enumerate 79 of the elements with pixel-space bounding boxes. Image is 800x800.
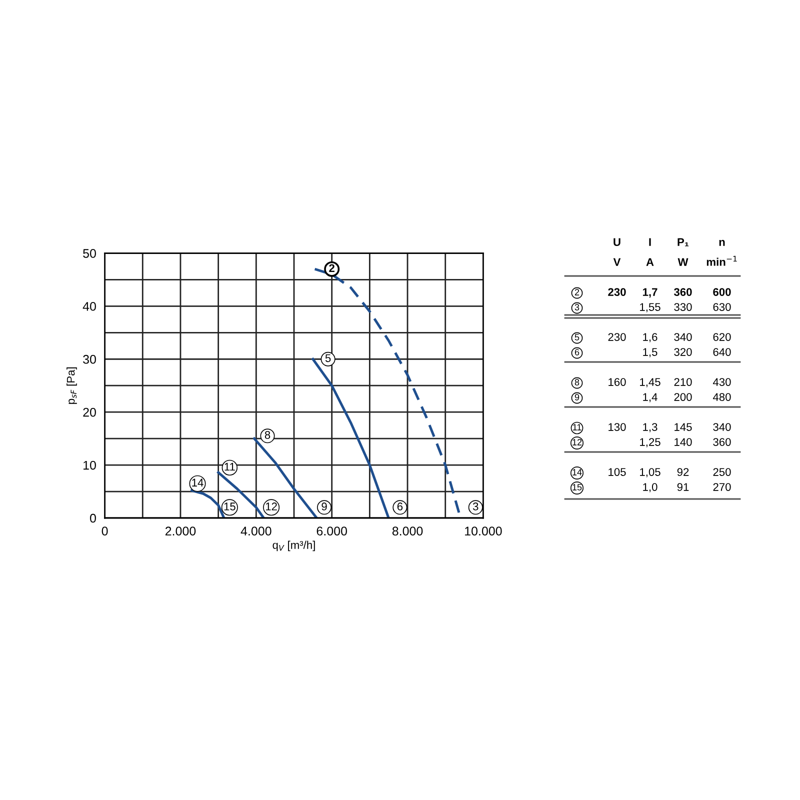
text: 91	[677, 483, 689, 491]
category-label: 6	[574, 349, 580, 356]
y-tick-label: 40	[82, 302, 96, 311]
annotation: 8	[264, 431, 270, 439]
category-label: 15	[572, 484, 582, 490]
category-label: n	[719, 240, 725, 246]
category-label: 11	[573, 424, 582, 430]
text: 1,6	[643, 333, 658, 342]
text: 430	[712, 378, 731, 386]
annotation: 9	[322, 502, 327, 510]
text: 1,3	[643, 423, 658, 432]
text: W	[678, 258, 688, 266]
text: 1,55	[640, 303, 660, 312]
category-label: I	[649, 238, 651, 246]
annotation: 11	[224, 462, 235, 471]
line-series	[253, 437, 318, 518]
text: 340	[674, 333, 692, 341]
category-label: 8	[574, 379, 580, 386]
text: 600	[713, 288, 731, 296]
text: 230	[608, 333, 626, 341]
x-tick-label: 4.000	[240, 526, 272, 536]
x-axis-title: q$_{V}$ [m³/h]	[272, 540, 315, 552]
text: min$^{−1}$	[706, 256, 737, 266]
text: V	[613, 258, 621, 266]
category-label: 5	[574, 334, 580, 340]
text: 360	[674, 288, 692, 296]
x-tick-label: 8.000	[392, 526, 423, 536]
category-label: 9	[574, 394, 580, 400]
text: 340	[713, 423, 731, 431]
text: 230	[608, 288, 626, 296]
category-label: 2	[574, 289, 580, 296]
text: 1,4	[643, 393, 658, 402]
annotation: 5	[325, 354, 331, 362]
text: 620	[713, 333, 731, 341]
text: 210	[674, 378, 692, 386]
annotation: 2	[329, 264, 334, 272]
text: 160	[608, 378, 626, 386]
category-label: 3	[574, 304, 580, 310]
text: 270	[713, 483, 731, 491]
text: 1,0	[643, 483, 658, 492]
y-tick-label: 0	[90, 514, 96, 523]
category-label: P₁	[678, 238, 689, 246]
y-axis-title: p$_{sF}$ [Pa]	[66, 367, 77, 404]
y-tick-label: 20	[83, 408, 96, 417]
text: 1,25	[640, 438, 660, 448]
text: 320	[674, 348, 692, 356]
text: 140	[674, 438, 692, 446]
text: 1,45	[640, 378, 660, 388]
category-label: U	[614, 238, 620, 246]
text: 105	[608, 468, 626, 476]
text: A	[646, 258, 654, 266]
text: 1,05	[640, 468, 660, 478]
x-tick-label: 2.000	[165, 526, 196, 536]
y-tick-label: 30	[83, 354, 96, 364]
text: 1,5	[643, 348, 658, 358]
text: 1,7	[642, 288, 658, 298]
y-tick-label: 50	[83, 249, 96, 258]
x-tick-label: 0	[102, 526, 108, 536]
text: 92	[677, 468, 689, 476]
text: 360	[713, 438, 731, 446]
category-label: 14	[572, 469, 582, 476]
text: 250	[713, 468, 731, 476]
annotation: 12	[266, 502, 277, 510]
text: 640	[713, 348, 731, 356]
annotation: 6	[397, 502, 403, 510]
x-tick-label: 10.000	[465, 526, 502, 536]
line-series	[217, 471, 265, 518]
category-label: 12	[572, 439, 582, 446]
y-tick-label: 10	[84, 460, 96, 470]
text: 480	[712, 393, 731, 401]
text: 130	[608, 423, 626, 431]
text: 330	[674, 303, 692, 311]
text: 630	[713, 303, 731, 311]
annotation: 14	[192, 478, 204, 486]
x-tick-label: 6.000	[316, 526, 347, 536]
text: 200	[674, 393, 692, 401]
annotation: 15	[224, 502, 236, 510]
text: 145	[674, 423, 692, 431]
annotation: 3	[472, 502, 478, 510]
